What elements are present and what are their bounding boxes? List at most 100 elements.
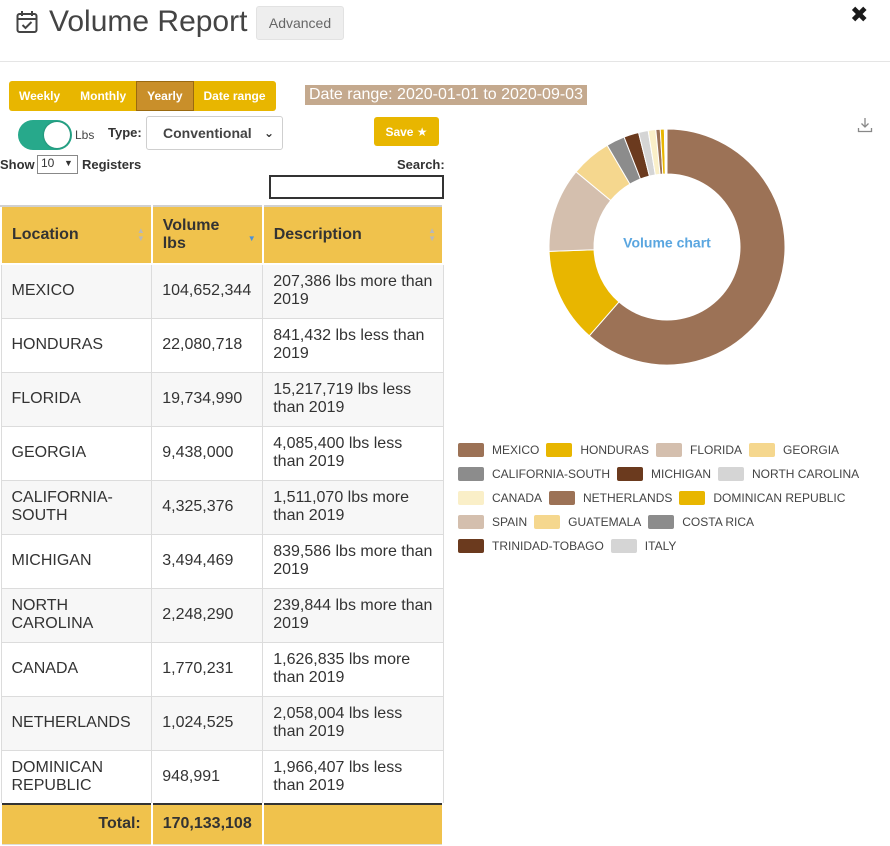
cell-description: 4,085,400 lbs less than 2019: [262, 425, 444, 481]
sort-desc-icon: ▼: [247, 234, 256, 243]
weekly-button[interactable]: Weekly: [19, 89, 61, 103]
legend-item[interactable]: GUATEMALA: [534, 515, 641, 529]
legend-swatch: [534, 515, 561, 529]
legend-item[interactable]: NETHERLANDS: [549, 491, 672, 505]
legend-item[interactable]: COSTA RICA: [648, 515, 754, 529]
toggle-label: Lbs: [75, 128, 95, 142]
table-row: CANADA 1,770,231 1,626,835 lbs more than 2…: [0, 641, 444, 697]
table-row: CALIFORNIA-SOUTH 4,325,376 1,511,070 lbs m…: [0, 479, 444, 535]
legend-item[interactable]: MEXICO: [458, 443, 539, 457]
legend-swatch: [617, 467, 644, 481]
registers-label: Registers: [82, 157, 142, 172]
column-header-label: Description: [273, 226, 362, 243]
legend-label: COSTA RICA: [682, 515, 755, 529]
chevron-down-icon: ▼: [64, 158, 73, 168]
table-header-row: Location ▲ ▼ Volume lbs ▼ Description ▲ ▼: [0, 205, 445, 265]
cell-volume: 104,652,344: [151, 263, 264, 319]
type-label: Type:: [108, 125, 142, 140]
cell-description: 1,626,835 lbs more than 2019: [262, 641, 444, 697]
cell-volume: 3,494,469: [151, 533, 264, 589]
column-header-location[interactable]: Location ▲ ▼: [0, 205, 153, 265]
legend-label: CANADA: [492, 491, 543, 505]
table-row: NETHERLANDS 1,024,525 2,058,004 lbs less t…: [0, 695, 444, 751]
cell-location: HONDURAS: [0, 317, 153, 373]
cell-description: 239,844 lbs more than 2019: [262, 587, 444, 643]
legend-label: NETHERLANDS: [583, 491, 673, 505]
page-title: Volume Report: [49, 5, 248, 38]
toggle-knob: [44, 122, 70, 148]
legend-item[interactable]: CALIFORNIA-SOUTH: [458, 467, 610, 481]
cell-location: FLORIDA: [0, 371, 153, 427]
total-value: 170,133,108: [150, 803, 264, 845]
cell-description: 839,586 lbs more than 2019: [262, 533, 444, 589]
download-icon[interactable]: [857, 117, 873, 133]
cell-description: 1,966,407 lbs less than 2019: [262, 749, 444, 805]
table-row: HONDURAS 22,080,718 841,432 lbs less than …: [0, 317, 444, 373]
table-row: NORTH CAROLINA 2,248,290 239,844 lbs more …: [0, 587, 444, 643]
cell-location: MEXICO: [0, 263, 153, 319]
cell-volume: 22,080,718: [151, 317, 264, 373]
chart-title: Volume chart: [623, 235, 711, 251]
legend-swatch: [679, 491, 706, 505]
type-select-value: Conventional: [163, 125, 252, 141]
cell-location: DOMINICAN REPUBLIC: [0, 749, 153, 805]
sort-icon: ▲ ▼: [136, 226, 145, 243]
legend-label: GEORGIA: [783, 443, 840, 457]
legend-item[interactable]: DOMINICAN REPUBLIC: [679, 491, 845, 505]
column-header-volume[interactable]: Volume lbs ▼: [150, 205, 264, 265]
legend-label: ITALY: [644, 539, 677, 553]
legend-item[interactable]: SPAIN: [458, 515, 527, 529]
legend-label: MEXICO: [492, 443, 540, 457]
sort-icon: ▲ ▼: [428, 226, 436, 243]
date-range-button[interactable]: Date range: [203, 89, 266, 103]
chevron-down-icon: ⌄: [263, 126, 274, 140]
cell-location: CALIFORNIA-SOUTH: [0, 479, 153, 535]
volume-table: Location ▲ ▼ Volume lbs ▼ Description ▲ ▼ …: [0, 205, 445, 845]
advanced-button[interactable]: Advanced: [256, 6, 344, 40]
legend-item[interactable]: TRINIDAD-TOBAGO: [458, 539, 604, 553]
legend-item[interactable]: MICHIGAN: [617, 467, 711, 481]
legend-item[interactable]: NORTH CAROLINA: [718, 467, 859, 481]
table-row: DOMINICAN REPUBLIC 948,991 1,966,407 lbs l…: [0, 749, 444, 805]
legend-swatch: [749, 443, 776, 457]
legend-swatch: [458, 491, 484, 505]
cell-description: 1,511,070 lbs more than 2019: [262, 479, 444, 535]
legend-label: NORTH CAROLINA: [752, 467, 860, 481]
period-button-group: Weekly Monthly Yearly Date range: [9, 81, 276, 111]
show-label: Show: [0, 157, 35, 172]
legend-label: FLORIDA: [690, 443, 743, 457]
calendar-check-icon: [16, 11, 38, 33]
close-icon[interactable]: ✖: [850, 2, 869, 27]
cell-volume: 1,024,525: [151, 695, 264, 751]
total-label: Total:: [0, 803, 153, 845]
table-total-row: Total: 170,133,108: [0, 803, 445, 845]
column-header-description[interactable]: Description ▲ ▼: [261, 205, 445, 265]
legend-item[interactable]: CANADA: [458, 491, 542, 505]
chart-legend: MEXICO HONDURAS FLORIDA GEORGIA CALIFORNIA-S…: [458, 443, 878, 563]
donut-slice-mexico[interactable]: [588, 128, 786, 366]
search-input[interactable]: [269, 175, 444, 199]
legend-swatch: [458, 539, 484, 553]
cell-volume: 19,734,990: [151, 371, 264, 427]
cell-location: MICHIGAN: [0, 533, 153, 589]
table-row: MICHIGAN 3,494,469 839,586 lbs more than 2…: [0, 533, 444, 589]
cell-volume: 2,248,290: [151, 587, 264, 643]
cell-volume: 1,770,231: [151, 641, 264, 697]
column-header-label: Location: [12, 226, 79, 243]
legend-swatch: [610, 539, 637, 553]
cell-volume: 9,438,000: [151, 425, 264, 481]
yearly-button[interactable]: Yearly: [136, 81, 194, 111]
legend-label: TRINIDAD-TOBAGO: [492, 539, 604, 553]
monthly-button[interactable]: Monthly: [80, 89, 127, 103]
page-size-select[interactable]: 10: [37, 155, 78, 174]
cell-location: CANADA: [0, 641, 153, 697]
save-button[interactable]: Save ★: [374, 117, 439, 146]
volume-donut-chart: Volume chart: [548, 128, 786, 366]
legend-item[interactable]: HONDURAS: [546, 443, 649, 457]
legend-item[interactable]: FLORIDA: [656, 443, 742, 457]
type-select[interactable]: Conventional ⌄: [146, 116, 283, 150]
legend-item[interactable]: ITALY: [610, 539, 677, 553]
lbs-toggle[interactable]: [18, 120, 72, 150]
legend-swatch: [458, 515, 484, 529]
legend-item[interactable]: GEORGIA: [749, 443, 839, 457]
